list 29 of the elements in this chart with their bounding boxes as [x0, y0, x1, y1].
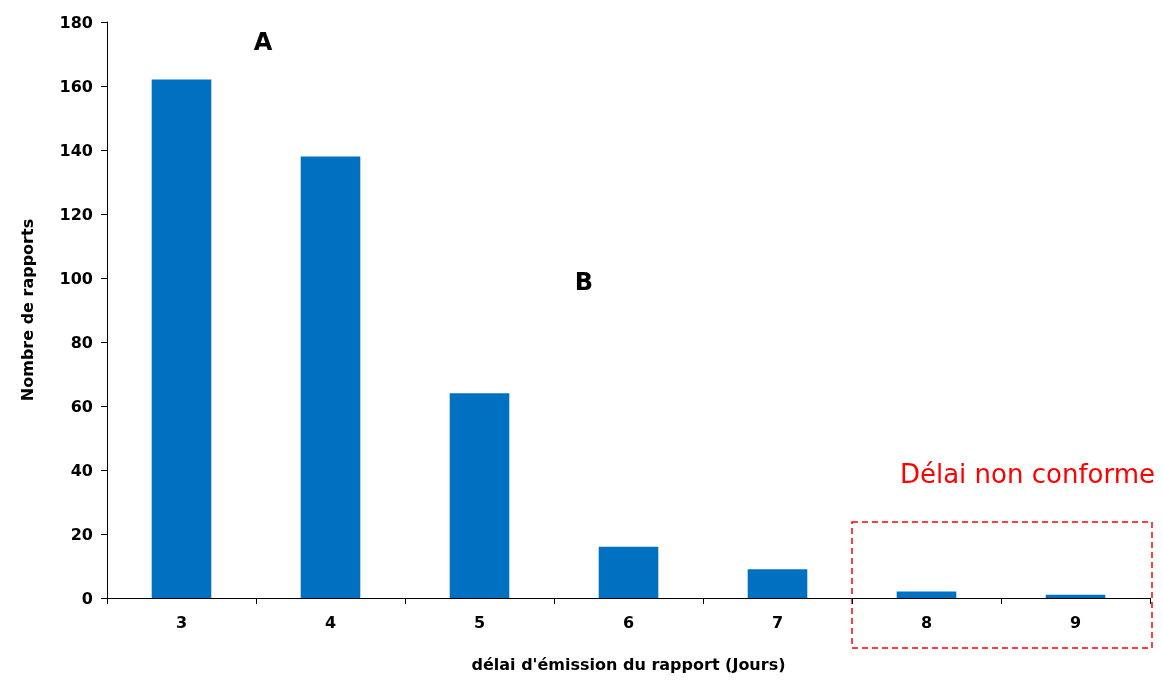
x-axis-title: délai d'émission du rapport (Jours) [471, 654, 786, 674]
y-tick-label: 80 [70, 332, 93, 352]
x-tick-label: 9 [1069, 612, 1082, 632]
bar [598, 546, 659, 598]
y-tick-label: 60 [70, 396, 93, 416]
x-tick-label: 4 [324, 612, 337, 632]
bar [747, 569, 808, 598]
y-tick-label: 160 [59, 76, 93, 96]
y-tick-label: 0 [81, 588, 93, 608]
annotation: B [574, 268, 594, 296]
annotation: A [253, 28, 273, 56]
bar [449, 393, 510, 598]
y-tick-label: 100 [59, 268, 93, 288]
y-tick-label: 20 [70, 524, 93, 544]
x-tick-label: 3 [175, 612, 188, 632]
x-tick-label: 7 [771, 612, 784, 632]
annotation: Délai non conforme [899, 459, 1155, 489]
bar [300, 156, 361, 598]
y-tick-label: 120 [59, 204, 93, 224]
x-tick-label: 8 [920, 612, 933, 632]
x-tick-label: 5 [473, 612, 486, 632]
bar [151, 79, 212, 598]
y-tick-label: 140 [59, 140, 93, 160]
bar [896, 591, 957, 598]
x-tick-label: 6 [622, 612, 635, 632]
y-tick-label: 40 [70, 460, 93, 480]
bar [1045, 594, 1106, 598]
y-tick-label: 180 [59, 12, 93, 32]
y-axis-title: Nombre de rapports [17, 218, 37, 402]
